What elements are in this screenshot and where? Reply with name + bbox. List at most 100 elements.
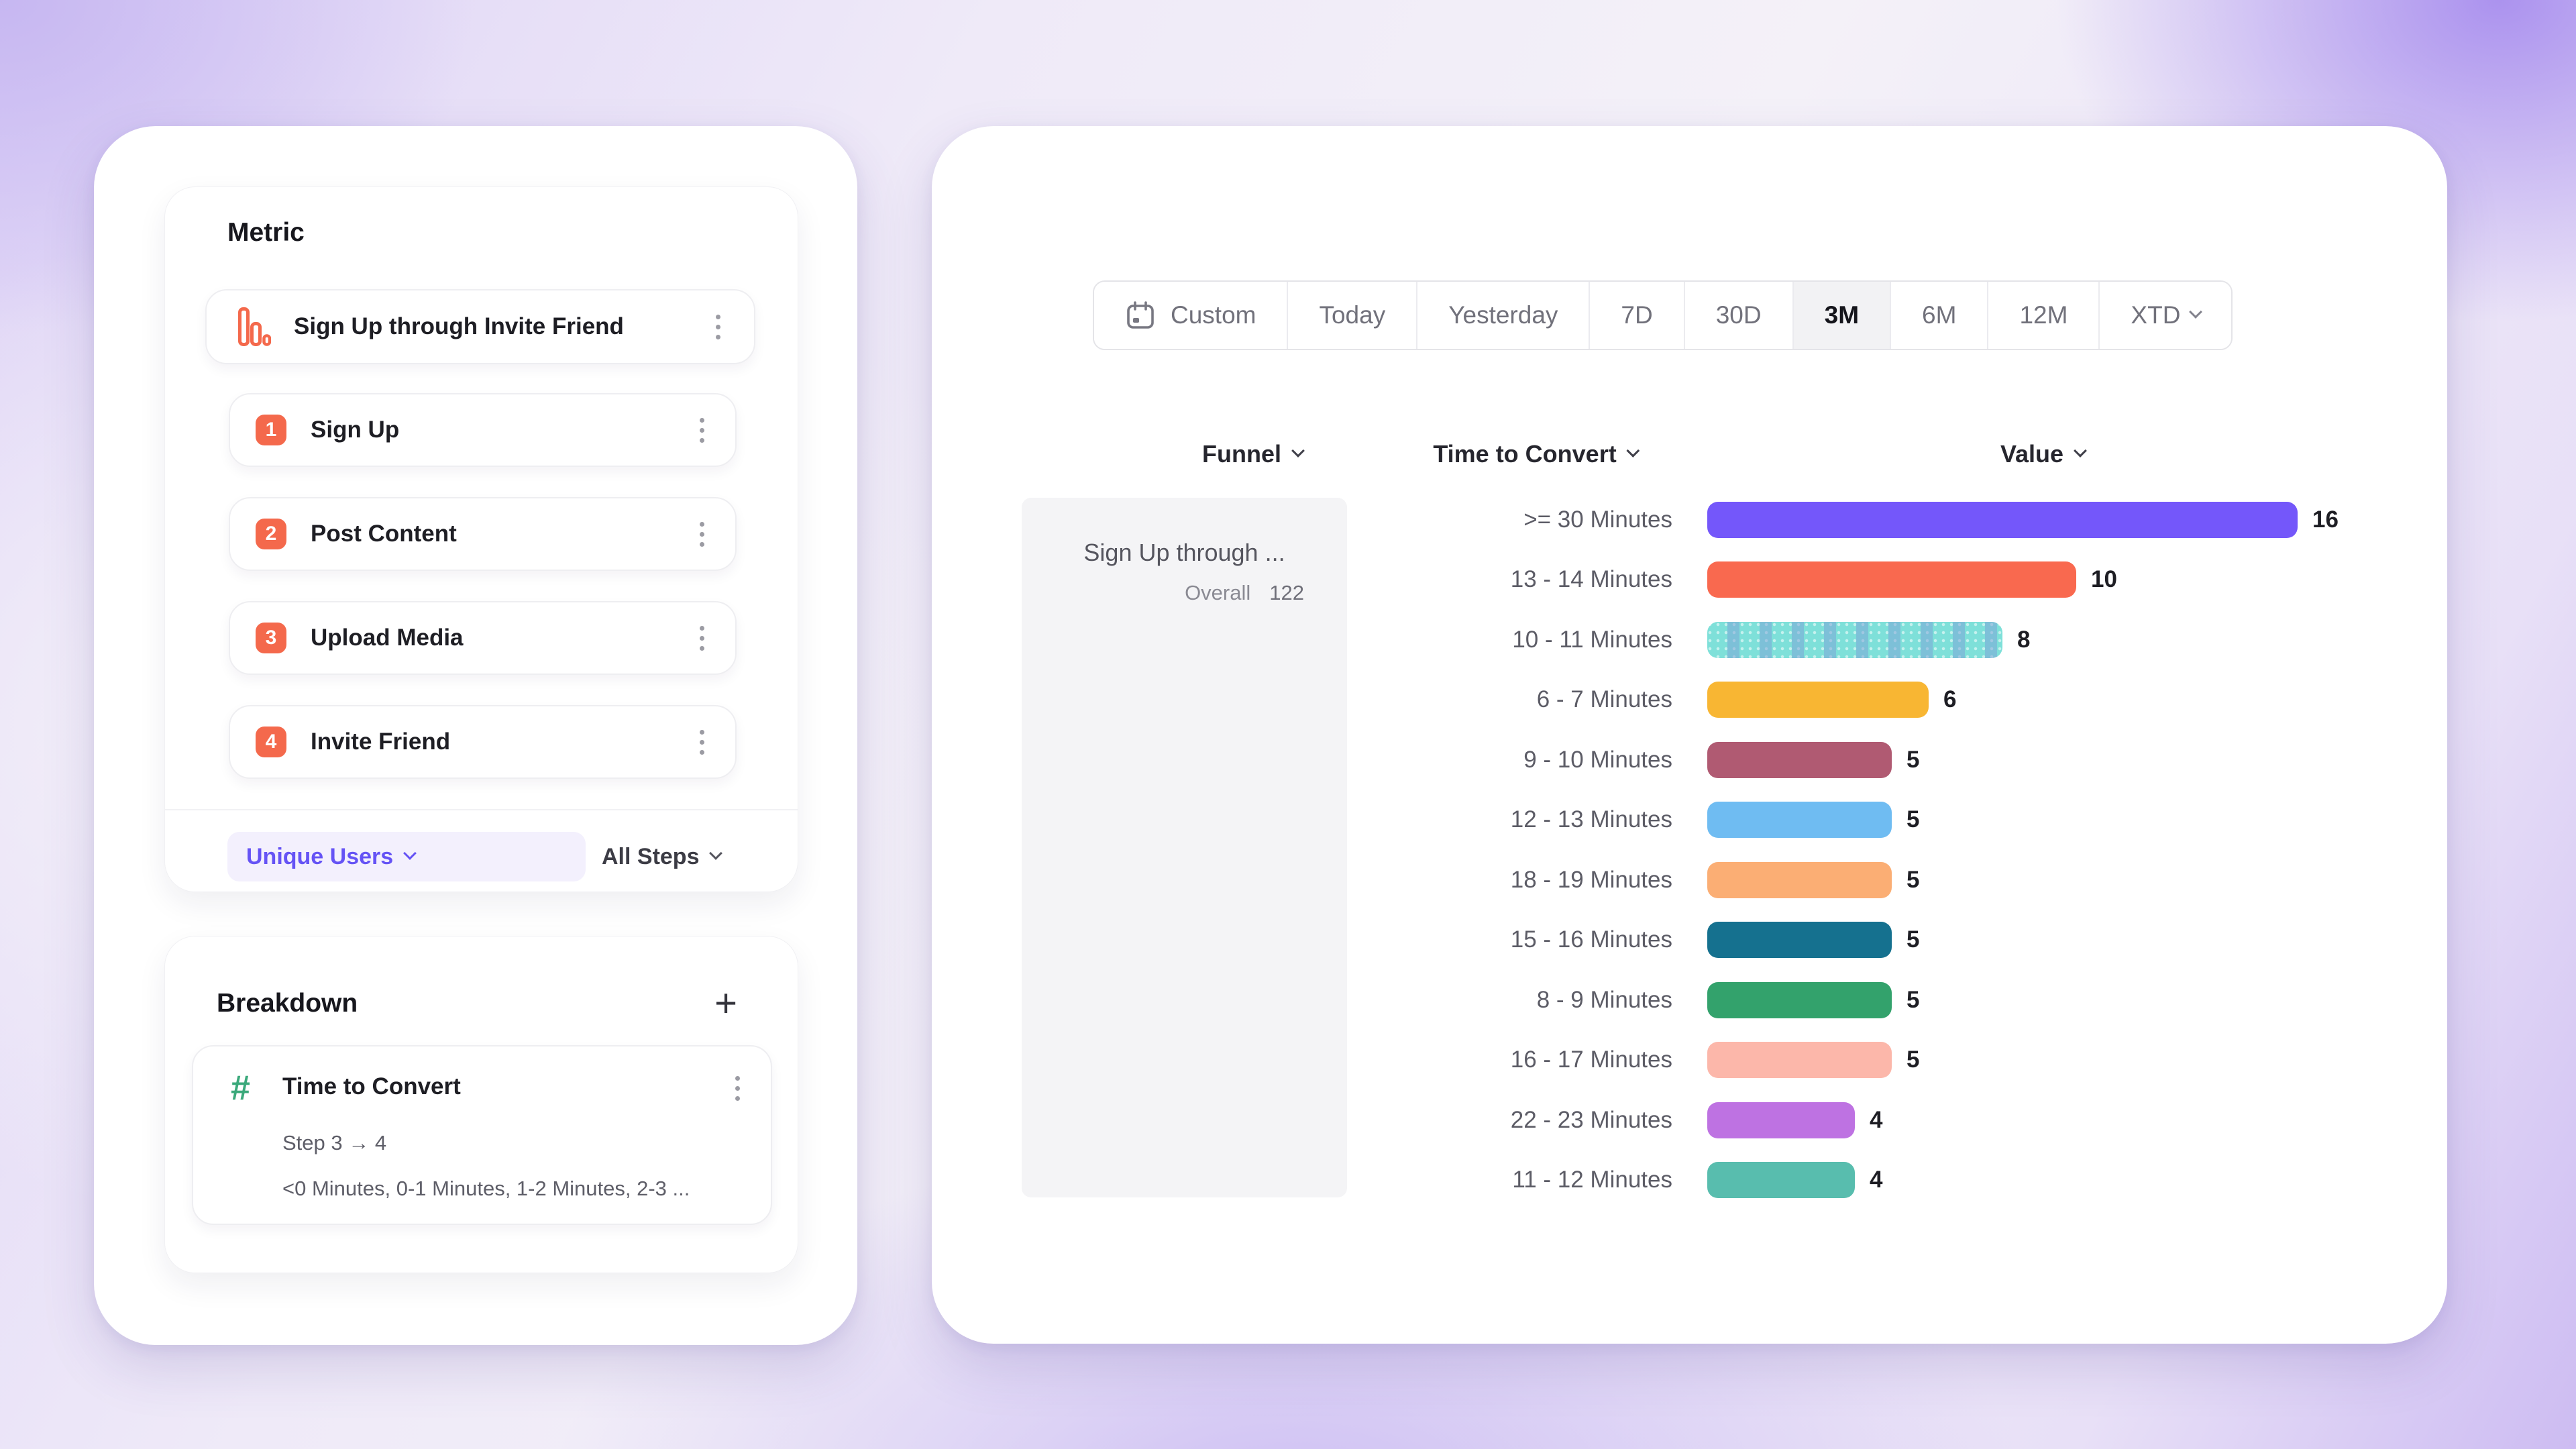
bar-value: 8 xyxy=(2017,626,2031,653)
bar-label: 12 - 13 Minutes xyxy=(1510,806,1672,833)
metric-footer-divider xyxy=(165,809,798,810)
funnel-step-row-1[interactable]: 1 Sign Up xyxy=(229,393,737,467)
breakdown-buckets-preview: <0 Minutes, 0-1 Minutes, 1-2 Minutes, 2-… xyxy=(282,1177,690,1200)
counting-method-dropdown[interactable]: Unique Users xyxy=(227,832,586,881)
bar-value: 16 xyxy=(2312,506,2339,533)
bar-row: 18 - 19 Minutes 5 xyxy=(1307,850,2434,910)
bar[interactable] xyxy=(1707,981,1892,1018)
chevron-down-icon xyxy=(403,847,417,860)
kebab-menu-icon[interactable] xyxy=(696,414,708,447)
bar-row: >= 30 Minutes 16 xyxy=(1307,490,2434,550)
step-number-badge: 2 xyxy=(256,519,286,549)
results-panel: Custom Today Yesterday 7D 30D 3M 6M 12M XTD Funn… xyxy=(932,126,2447,1344)
bar-row: 9 - 10 Minutes 5 xyxy=(1307,730,2434,790)
bar-label: 18 - 19 Minutes xyxy=(1510,866,1672,893)
bar-row: 11 - 12 Minutes 4 xyxy=(1307,1150,2434,1211)
chevron-down-icon xyxy=(2074,444,2087,458)
funnel-step-row-2[interactable]: 2 Post Content xyxy=(229,497,737,571)
funnel-metric-row[interactable]: Sign Up through Invite Friend xyxy=(205,289,755,364)
range-button-yesterday[interactable]: Yesterday xyxy=(1416,282,1589,349)
bar-value: 4 xyxy=(1870,1167,1883,1193)
bar-label: 11 - 12 Minutes xyxy=(1512,1167,1672,1193)
bar-value: 6 xyxy=(1943,686,1957,713)
funnel-cell-title: Sign Up through ... xyxy=(1083,539,1285,566)
funnel-column-header[interactable]: Funnel xyxy=(1202,440,1305,468)
steps-scope-label: All Steps xyxy=(602,843,700,869)
step-label: Sign Up xyxy=(311,417,400,443)
kebab-menu-icon[interactable] xyxy=(696,622,708,655)
bar-row: 13 - 14 Minutes 10 xyxy=(1307,550,2434,610)
range-label: Today xyxy=(1319,301,1386,329)
kebab-menu-icon[interactable] xyxy=(696,518,708,551)
bar[interactable] xyxy=(1707,741,1892,778)
range-button-12m[interactable]: 12M xyxy=(1987,282,2099,349)
range-button-today[interactable]: Today xyxy=(1287,282,1417,349)
bar[interactable] xyxy=(1707,682,1929,718)
funnel-cell[interactable]: Sign Up through ... Overall 122 xyxy=(1022,498,1347,1197)
step-label: Post Content xyxy=(311,521,457,547)
range-label: Yesterday xyxy=(1448,301,1558,329)
step-label: Invite Friend xyxy=(311,729,451,755)
value-column-header[interactable]: Value xyxy=(2000,440,2087,468)
step-number-badge: 4 xyxy=(256,727,286,757)
range-button-3m[interactable]: 3M xyxy=(1792,282,1890,349)
bar[interactable] xyxy=(1707,861,1892,898)
chevron-down-icon xyxy=(709,847,723,860)
steps-scope-dropdown[interactable]: All Steps xyxy=(602,832,723,881)
bar-row: 6 - 7 Minutes 6 xyxy=(1307,670,2434,731)
bar-row: 8 - 9 Minutes 5 xyxy=(1307,970,2434,1030)
bar[interactable] xyxy=(1707,922,1892,959)
funnel-step-row-3[interactable]: 3 Upload Media xyxy=(229,601,737,675)
range-button-custom[interactable]: Custom xyxy=(1094,282,1287,349)
bar[interactable] xyxy=(1707,1102,1855,1138)
overall-value: 122 xyxy=(1269,581,1304,604)
bar-value: 5 xyxy=(1907,926,1920,953)
bar-label: 22 - 23 Minutes xyxy=(1510,1106,1672,1133)
bar[interactable] xyxy=(1707,1042,1892,1079)
bar-label: 6 - 7 Minutes xyxy=(1536,686,1672,713)
bar-value: 4 xyxy=(1870,1106,1883,1133)
bar-label: 13 - 14 Minutes xyxy=(1510,566,1672,593)
funnel-step-row-4[interactable]: 4 Invite Friend xyxy=(229,705,737,779)
bar-label: 15 - 16 Minutes xyxy=(1510,926,1672,953)
range-label: 7D xyxy=(1621,301,1653,329)
step-number-badge: 3 xyxy=(256,623,286,653)
range-button-30d[interactable]: 30D xyxy=(1683,282,1792,349)
calendar-icon xyxy=(1125,300,1156,331)
bar[interactable] xyxy=(1707,501,2298,538)
range-button-7d[interactable]: 7D xyxy=(1589,282,1684,349)
bar-value: 5 xyxy=(1907,746,1920,773)
bar[interactable] xyxy=(1707,561,2076,598)
breakdown-item[interactable]: # Time to Convert Step 3 → 4 <0 Minutes,… xyxy=(192,1045,772,1225)
bar-label: >= 30 Minutes xyxy=(1523,506,1672,533)
range-button-6m[interactable]: 6M xyxy=(1890,282,1988,349)
bar-row: 10 - 11 Minutes 8 xyxy=(1307,610,2434,670)
range-label: 12M xyxy=(2019,301,2068,329)
kebab-menu-icon[interactable] xyxy=(731,1072,744,1105)
time-to-convert-column-label: Time to Convert xyxy=(1433,440,1617,468)
bar[interactable] xyxy=(1707,621,2002,658)
metric-section: Metric Sign Up through Invite Friend 1 Si… xyxy=(164,186,798,892)
funnel-column-label: Funnel xyxy=(1202,440,1281,468)
range-button-xtd[interactable]: XTD xyxy=(2098,282,2232,349)
overall-label: Overall xyxy=(1185,581,1251,604)
range-label: 6M xyxy=(1922,301,1957,329)
breakdown-step-range: Step 3 → 4 xyxy=(282,1131,387,1155)
bar-value: 5 xyxy=(1907,1046,1920,1073)
bar-value: 5 xyxy=(1907,866,1920,893)
bar-label: 10 - 11 Minutes xyxy=(1512,626,1672,653)
bar[interactable] xyxy=(1707,1162,1855,1199)
value-column-label: Value xyxy=(2000,440,2064,468)
bar-label: 8 - 9 Minutes xyxy=(1536,986,1672,1013)
time-to-convert-column-header[interactable]: Time to Convert xyxy=(1433,440,1640,468)
add-breakdown-button[interactable]: + xyxy=(714,981,737,1025)
kebab-menu-icon[interactable] xyxy=(712,311,724,343)
kebab-menu-icon[interactable] xyxy=(696,726,708,759)
breakdown-header: Breakdown + xyxy=(217,983,737,1024)
bar-value: 5 xyxy=(1907,986,1920,1013)
number-property-icon: # xyxy=(231,1069,250,1108)
step-number-badge: 1 xyxy=(256,415,286,445)
bar[interactable] xyxy=(1707,802,1892,839)
bar-chart: >= 30 Minutes 16 13 - 14 Minutes 10 10 - 11 … xyxy=(1307,490,2434,1210)
bar-row: 12 - 13 Minutes 5 xyxy=(1307,790,2434,851)
